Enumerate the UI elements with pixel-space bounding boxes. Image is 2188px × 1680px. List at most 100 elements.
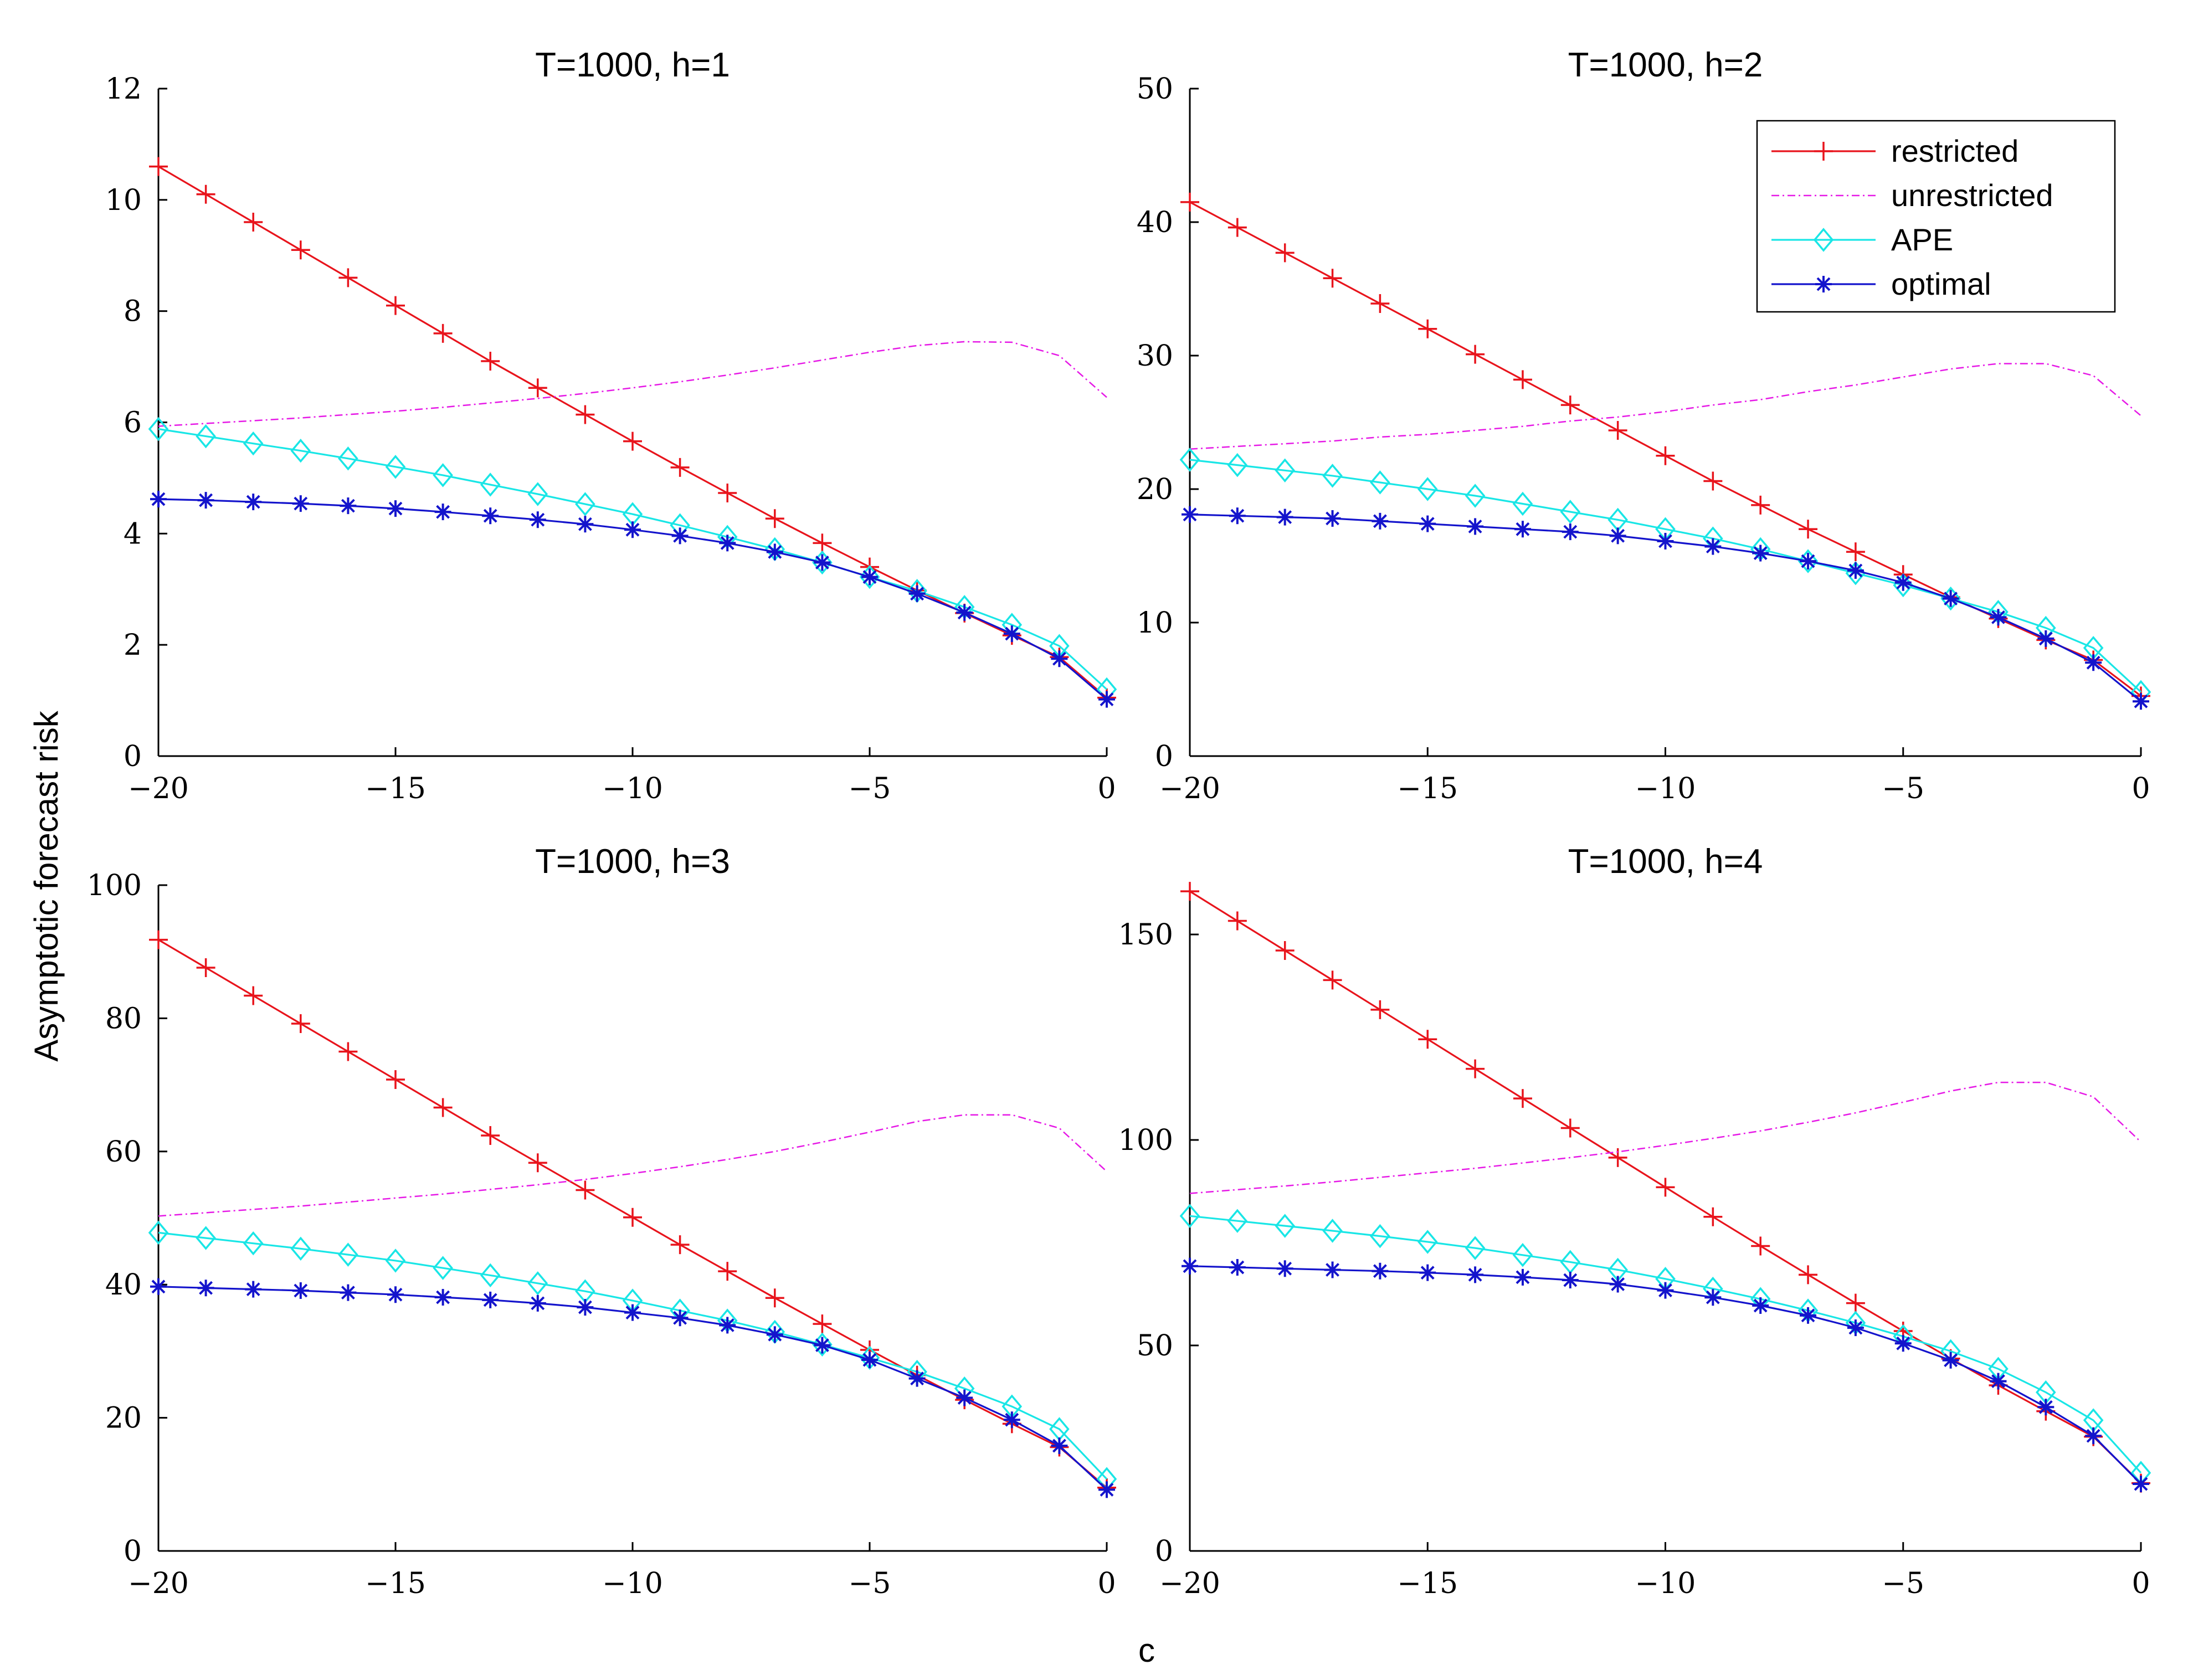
optimal-point <box>482 1291 499 1308</box>
optimal-point <box>1752 1297 1769 1314</box>
series-unrestricted <box>1189 363 2141 450</box>
optimal-point <box>1562 1272 1579 1289</box>
restricted-point <box>1656 446 1675 465</box>
APE-point <box>812 550 833 575</box>
APE-point <box>433 1256 453 1280</box>
APE-point <box>1512 1243 1533 1267</box>
restricted-point <box>149 930 168 949</box>
restricted-point <box>765 509 784 528</box>
restricted-point <box>623 1208 642 1227</box>
y-tick-label: 40 <box>105 1268 142 1302</box>
optimal-point <box>908 585 926 602</box>
optimal-point <box>1704 538 1722 555</box>
APE-point <box>1560 500 1581 524</box>
optimal-point <box>624 521 641 538</box>
optimal-point <box>2085 654 2102 671</box>
y-tick-label: 4 <box>124 517 142 551</box>
optimal-point <box>434 504 451 521</box>
optimal-point <box>529 1294 546 1312</box>
optimal-point <box>1324 510 1341 527</box>
optimal-point <box>861 1352 878 1369</box>
APE-point <box>1797 549 1819 573</box>
x-tick-label: −5 <box>1882 772 1924 805</box>
x-tick-label: −5 <box>849 772 891 805</box>
chart-title: T=1000, h=4 <box>1568 842 1763 881</box>
APE-line <box>158 428 1108 690</box>
optimal-point <box>529 511 546 528</box>
chart-panel-1: T=1000, h=1 0 2 4 6 8 10 12 −20 −15 −10 −5 0 <box>105 46 1117 805</box>
optimal-point <box>1990 1373 2007 1390</box>
APE-point <box>1417 477 1438 501</box>
y-tick-label: 20 <box>1137 473 1173 506</box>
legend: restricted unrestricted APE optimal <box>1756 120 2116 313</box>
optimal-point <box>814 554 831 571</box>
restricted-point <box>1275 243 1295 263</box>
restricted-point <box>196 958 215 978</box>
optimal-point <box>1894 1335 1912 1352</box>
optimal-point <box>861 568 878 585</box>
APE-point <box>290 1236 311 1261</box>
restricted-point <box>1466 345 1485 364</box>
restricted-point <box>670 458 690 477</box>
APE-point <box>575 492 595 516</box>
restricted-point <box>1751 495 1770 515</box>
y-tick-label: 60 <box>105 1136 142 1169</box>
x-tick-label: −15 <box>1397 1567 1458 1600</box>
chart-panel-2: T=1000, h=2 0 10 20 30 40 50 −20 −15 −10 −5 0 restri… <box>1137 46 2151 805</box>
restricted-point <box>1370 294 1390 314</box>
optimal-point <box>1419 515 1436 532</box>
optimal-point <box>1800 1307 1817 1324</box>
x-tick-label: −10 <box>602 772 663 805</box>
x-tick-label: −20 <box>1159 772 1220 805</box>
optimal-point <box>1229 507 1246 525</box>
optimal-point <box>577 1299 594 1316</box>
restricted-point <box>1560 395 1580 415</box>
restricted-point <box>623 431 642 451</box>
optimal-point <box>956 604 973 621</box>
optimal-point <box>245 1281 262 1298</box>
restricted-point <box>244 213 263 232</box>
x-tick-label: −15 <box>365 772 426 805</box>
x-tick-label: 0 <box>2131 772 2150 805</box>
y-tick-label: 0 <box>124 1535 142 1568</box>
restricted-point <box>1227 911 1247 931</box>
legend-marker <box>1813 228 1834 252</box>
APE-point <box>1465 1236 1486 1260</box>
restricted-point <box>481 352 500 371</box>
optimal-point <box>956 1389 973 1406</box>
APE-line <box>158 1231 1108 1480</box>
y-tick-label: 50 <box>1137 1329 1173 1363</box>
y-tick-label: 100 <box>87 869 142 902</box>
legend-box <box>1756 120 2116 313</box>
restricted-point <box>338 1042 358 1061</box>
APE-point <box>1370 470 1390 495</box>
legend-marker <box>1814 142 1833 161</box>
optimal-point <box>150 491 167 508</box>
chart-title: T=1000, h=1 <box>535 46 730 84</box>
APE-point <box>338 446 358 471</box>
APE-point <box>1940 586 1961 611</box>
y-tick-label: 0 <box>124 740 142 773</box>
legend-label: restricted <box>1891 133 2018 168</box>
restricted-point <box>1608 420 1627 440</box>
chart-title: T=1000, h=2 <box>1568 46 1763 84</box>
legend-label: optimal <box>1891 266 1991 301</box>
restricted-point <box>1370 1000 1390 1019</box>
y-tick-label: 10 <box>105 184 142 217</box>
optimal-point <box>434 1289 451 1306</box>
optimal-point <box>1276 1260 1293 1277</box>
optimal-point <box>1229 1259 1246 1276</box>
restricted-point <box>1513 1089 1532 1108</box>
optimal-point <box>814 1337 831 1354</box>
APE-point <box>148 417 169 441</box>
restricted-point <box>1703 1207 1723 1226</box>
optimal-point <box>577 516 594 533</box>
optimal-point <box>1609 527 1626 544</box>
legend-label: APE <box>1891 222 1953 257</box>
optimal-point <box>245 494 262 511</box>
x-tick-label: −10 <box>1635 772 1696 805</box>
optimal-point <box>482 507 499 525</box>
chart-panel-3: T=1000, h=3 0 20 40 60 80 100 −20 −15 −10 −5 0 <box>87 842 1117 1600</box>
restricted-point <box>1846 1293 1865 1313</box>
